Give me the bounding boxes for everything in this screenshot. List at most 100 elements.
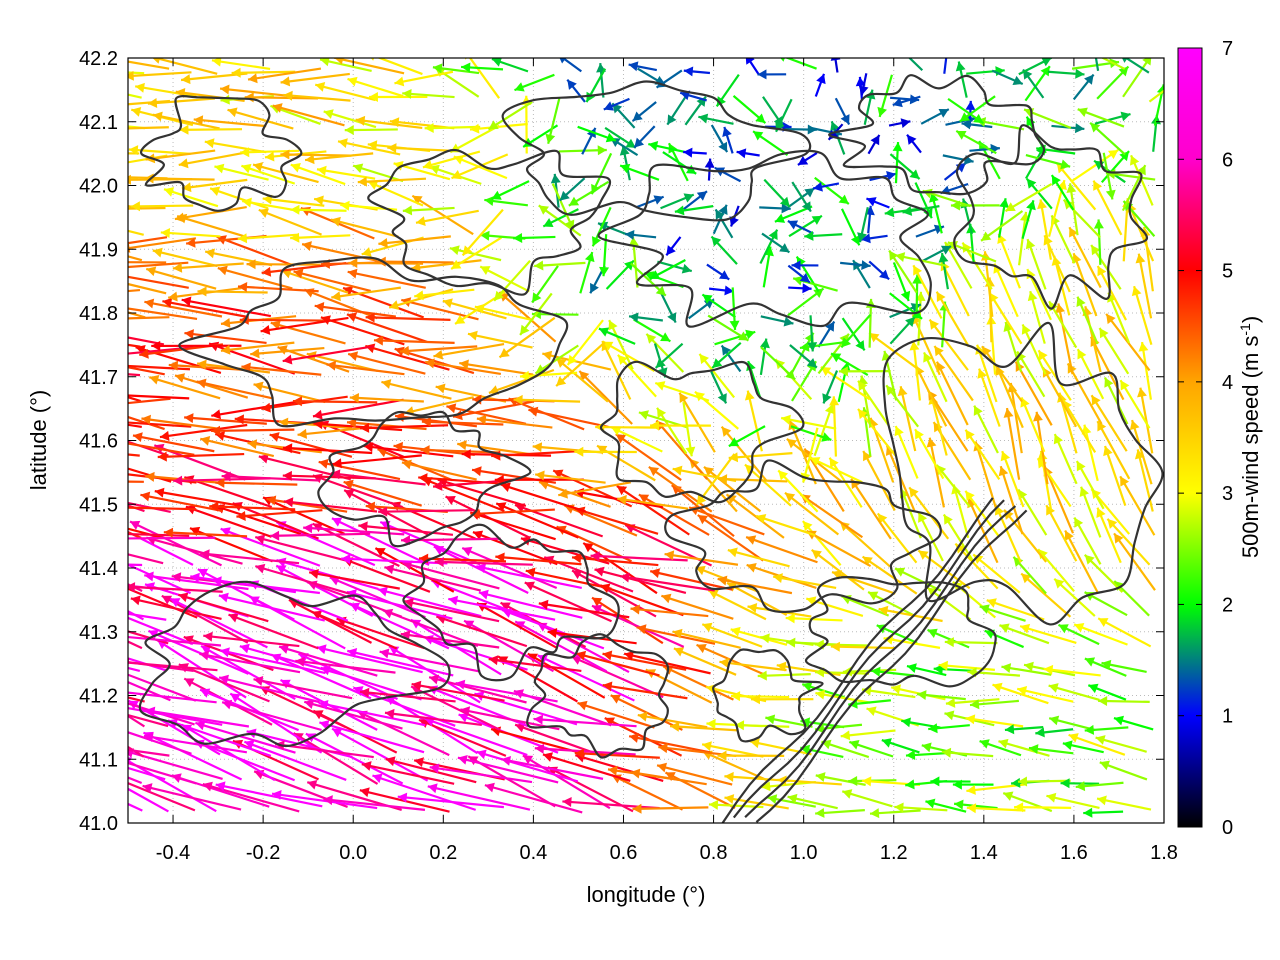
y-tick-label: 41.7 — [79, 367, 118, 389]
wind-arrow — [202, 781, 300, 813]
wind-arrow — [889, 153, 921, 180]
wind-arrow — [1036, 457, 1072, 508]
wind-arrow — [656, 407, 688, 455]
wind-arrow — [1051, 123, 1085, 134]
wind-arrow — [966, 803, 1026, 814]
wind-arrow — [219, 647, 326, 675]
wind-arrow — [152, 247, 218, 268]
wind-arrow — [427, 783, 531, 811]
wind-arrow — [822, 370, 839, 404]
wind-arrow — [140, 491, 224, 513]
wind-arrow — [130, 595, 222, 620]
wind-arrow — [861, 555, 918, 595]
wind-arrow — [461, 208, 504, 257]
wind-arrow — [1072, 73, 1095, 101]
wind-arrow — [632, 803, 709, 814]
wind-arrow — [280, 149, 352, 160]
wind-arrow — [1050, 174, 1075, 211]
wind-arrow — [867, 591, 915, 617]
wind-arrow — [379, 648, 481, 673]
wind-arrow — [128, 787, 169, 813]
wind-arrow — [785, 613, 843, 624]
wind-arrow — [384, 564, 481, 592]
wind-arrow — [514, 620, 608, 673]
wind-arrow — [211, 425, 295, 436]
wind-arrow — [297, 426, 372, 439]
wind-arrow — [130, 201, 194, 212]
wind-arrow — [654, 342, 684, 369]
wind-arrow — [214, 163, 269, 181]
wind-arrow — [128, 397, 171, 405]
wind-arrow — [763, 178, 791, 208]
wind-arrow — [683, 190, 708, 211]
wind-arrow — [355, 115, 423, 130]
wind-arrow — [1096, 795, 1152, 811]
wind-arrow — [929, 192, 943, 234]
wind-arrow — [708, 799, 764, 810]
wind-arrow — [701, 622, 763, 648]
wind-arrow — [861, 685, 916, 699]
wind-arrow — [135, 82, 197, 98]
contour-line — [402, 523, 620, 682]
wind-arrow — [169, 597, 268, 649]
wind-arrow — [1084, 657, 1127, 677]
wind-arrow — [916, 690, 966, 701]
wind-arrow — [930, 776, 971, 787]
x-tick-label: 1.8 — [1150, 842, 1178, 864]
wind-arrow — [998, 738, 1050, 757]
wind-arrow — [870, 666, 915, 677]
wind-arrow — [128, 421, 192, 428]
wind-arrow — [519, 370, 578, 381]
wind-arrow — [1060, 778, 1100, 789]
wind-arrow — [814, 723, 863, 734]
wind-arrow — [424, 358, 502, 376]
wind-arrow — [986, 598, 1045, 621]
wind-arrow — [1020, 396, 1046, 453]
contour-line — [599, 360, 805, 504]
wind-arrow — [562, 797, 660, 810]
wind-arrow — [943, 162, 967, 181]
wind-arrow — [943, 58, 948, 74]
wind-arrow — [840, 260, 871, 271]
wind-arrow — [181, 296, 272, 318]
wind-arrow — [463, 619, 554, 673]
wind-arrow — [241, 362, 322, 376]
wind-arrow — [128, 255, 143, 262]
wind-arrow — [179, 124, 243, 135]
wind-arrow — [611, 102, 636, 129]
wind-arrow — [288, 598, 372, 644]
wind-arrow — [706, 718, 763, 729]
wind-arrow — [145, 266, 217, 290]
wind-arrow — [358, 521, 454, 536]
wind-arrow — [221, 699, 322, 732]
colorbar-ticks: 0 1 2 3 4 5 6 7 — [1178, 38, 1233, 839]
wind-arrow — [708, 285, 734, 296]
wind-arrow — [925, 798, 967, 813]
wind-arrow — [894, 425, 919, 479]
wind-arrow — [290, 232, 351, 243]
wind-arrow — [750, 694, 814, 705]
wind-arrow — [154, 487, 242, 508]
wind-arrow — [1022, 68, 1045, 99]
wind-arrow — [128, 316, 170, 320]
wind-arrow — [909, 340, 922, 401]
wind-arrow — [160, 228, 221, 239]
wind-arrow — [237, 233, 299, 244]
wind-arrow — [1099, 760, 1148, 781]
wind-arrow — [933, 664, 974, 675]
wind-arrow — [1016, 685, 1074, 703]
wind-arrow — [912, 264, 943, 319]
wind-arrow — [1037, 199, 1052, 260]
wind-arrow — [802, 520, 842, 566]
wind-arrow — [838, 366, 891, 377]
wind-arrow — [559, 58, 582, 73]
wind-arrow — [605, 259, 635, 290]
wind-arrow — [1090, 244, 1122, 290]
wind-arrow — [1129, 419, 1153, 485]
wind-arrow — [624, 229, 657, 240]
wind-arrow — [728, 425, 766, 448]
wind-arrow — [698, 353, 736, 399]
wind-arrow — [333, 58, 405, 75]
wind-arrow — [877, 74, 894, 118]
wind-arrow — [237, 282, 319, 293]
